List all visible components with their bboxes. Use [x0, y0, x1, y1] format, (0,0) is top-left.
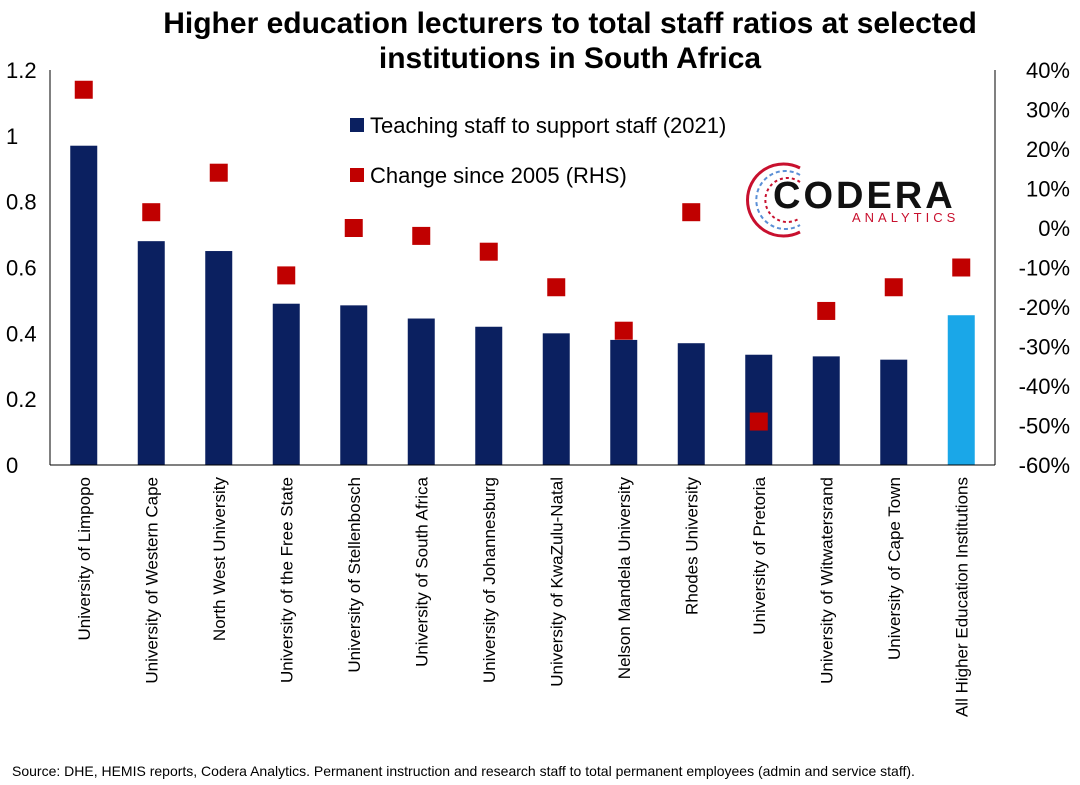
markers-layer: [74, 80, 971, 431]
category-label: Nelson Mandela University: [615, 477, 634, 680]
change-marker-4: [344, 219, 363, 237]
bar-4: [340, 305, 368, 465]
codera-logo: CODERA ANALYTICS: [746, 162, 959, 238]
category-label: Rhodes University: [682, 477, 701, 615]
left-tick-label: 0.6: [6, 256, 37, 281]
category-label: University of Witwatersrand: [817, 477, 836, 684]
logo-sub: ANALYTICS: [852, 210, 959, 225]
bar-12: [880, 359, 908, 465]
bar-0: [70, 145, 98, 466]
bar-1: [137, 241, 165, 465]
change-marker-13: [952, 258, 971, 277]
change-marker-2: [209, 163, 228, 182]
change-marker-6: [479, 242, 498, 261]
change-marker-3: [277, 266, 296, 285]
axes-layer: [49, 70, 996, 466]
category-label: University of the Free State: [277, 477, 296, 683]
logo-mark: [746, 162, 801, 238]
chart-title-line-2: institutions in South Africa: [379, 42, 762, 75]
change-marker-0: [74, 80, 93, 99]
category-label: University of Western Cape: [142, 477, 161, 684]
left-tick-label: 0.2: [6, 387, 37, 412]
right-tick-label: 0%: [1038, 216, 1070, 241]
category-label: University of Stellenbosch: [345, 477, 364, 673]
left-axis-ticks: 0 0.2 0.4 0.6 0.8 1 1.2: [6, 58, 37, 478]
source-note: Source: DHE, HEMIS reports, Codera Analy…: [12, 763, 915, 779]
legend: Teaching staff to support staff (2021) C…: [350, 113, 726, 188]
bars-layer: [70, 145, 975, 466]
legend-swatch-markers: [350, 168, 364, 182]
change-marker-9: [682, 203, 701, 222]
bar-6: [475, 326, 503, 465]
left-tick-label: 1.2: [6, 58, 37, 83]
bar-10: [745, 354, 773, 465]
change-marker-1: [142, 203, 161, 222]
right-tick-label: -10%: [1019, 256, 1070, 281]
bar-5: [407, 318, 435, 465]
chart-title-line-1: Higher education lecturers to total staf…: [163, 7, 977, 40]
right-axis-ticks: -60% -50% -40% -30% -20% -10% 0% 10% 20% 30% 40%: [1019, 58, 1070, 478]
category-label: University of Limpopo: [75, 477, 94, 640]
logo-word: CODERA: [773, 175, 956, 217]
right-tick-label: -50%: [1019, 414, 1070, 439]
right-tick-label: 20%: [1026, 137, 1070, 162]
bar-2: [205, 251, 233, 465]
right-tick-label: -20%: [1019, 295, 1070, 320]
left-tick-label: 0.4: [6, 321, 37, 346]
legend-label-markers: Change since 2005 (RHS): [370, 163, 627, 188]
right-tick-label: -60%: [1019, 453, 1070, 478]
change-marker-5: [412, 226, 431, 245]
change-marker-11: [817, 301, 836, 320]
category-label: North West University: [210, 477, 229, 642]
bar-8: [610, 339, 638, 465]
change-marker-12: [884, 278, 903, 297]
left-tick-label: 1: [6, 124, 18, 149]
category-label: University of KwaZulu-Natal: [547, 477, 566, 687]
right-tick-label: 30%: [1026, 98, 1070, 123]
bar-7: [542, 333, 570, 465]
left-tick-label: 0.8: [6, 190, 37, 215]
change-marker-7: [547, 278, 566, 297]
right-tick-label: 40%: [1026, 58, 1070, 83]
bar-9: [677, 343, 705, 465]
bar-13: [947, 315, 975, 465]
right-tick-label: -30%: [1019, 335, 1070, 360]
bar-11: [812, 356, 840, 465]
legend-swatch-bars: [350, 118, 364, 132]
category-label: University of South Africa: [412, 476, 431, 666]
category-label: All Higher Education Institutions: [952, 477, 971, 717]
bar-3: [272, 303, 300, 465]
change-marker-8: [614, 321, 633, 340]
category-label: University of Cape Town: [885, 477, 904, 660]
category-label: University of Johannesburg: [480, 477, 499, 683]
left-tick-label: 0: [6, 453, 18, 478]
category-labels: University of Limpopo University of Weste…: [75, 476, 972, 717]
right-tick-label: 10%: [1026, 177, 1070, 202]
change-marker-10: [749, 412, 768, 431]
legend-label-bars: Teaching staff to support staff (2021): [370, 113, 726, 138]
category-label: University of Pretoria: [750, 476, 769, 634]
right-tick-label: -40%: [1019, 374, 1070, 399]
